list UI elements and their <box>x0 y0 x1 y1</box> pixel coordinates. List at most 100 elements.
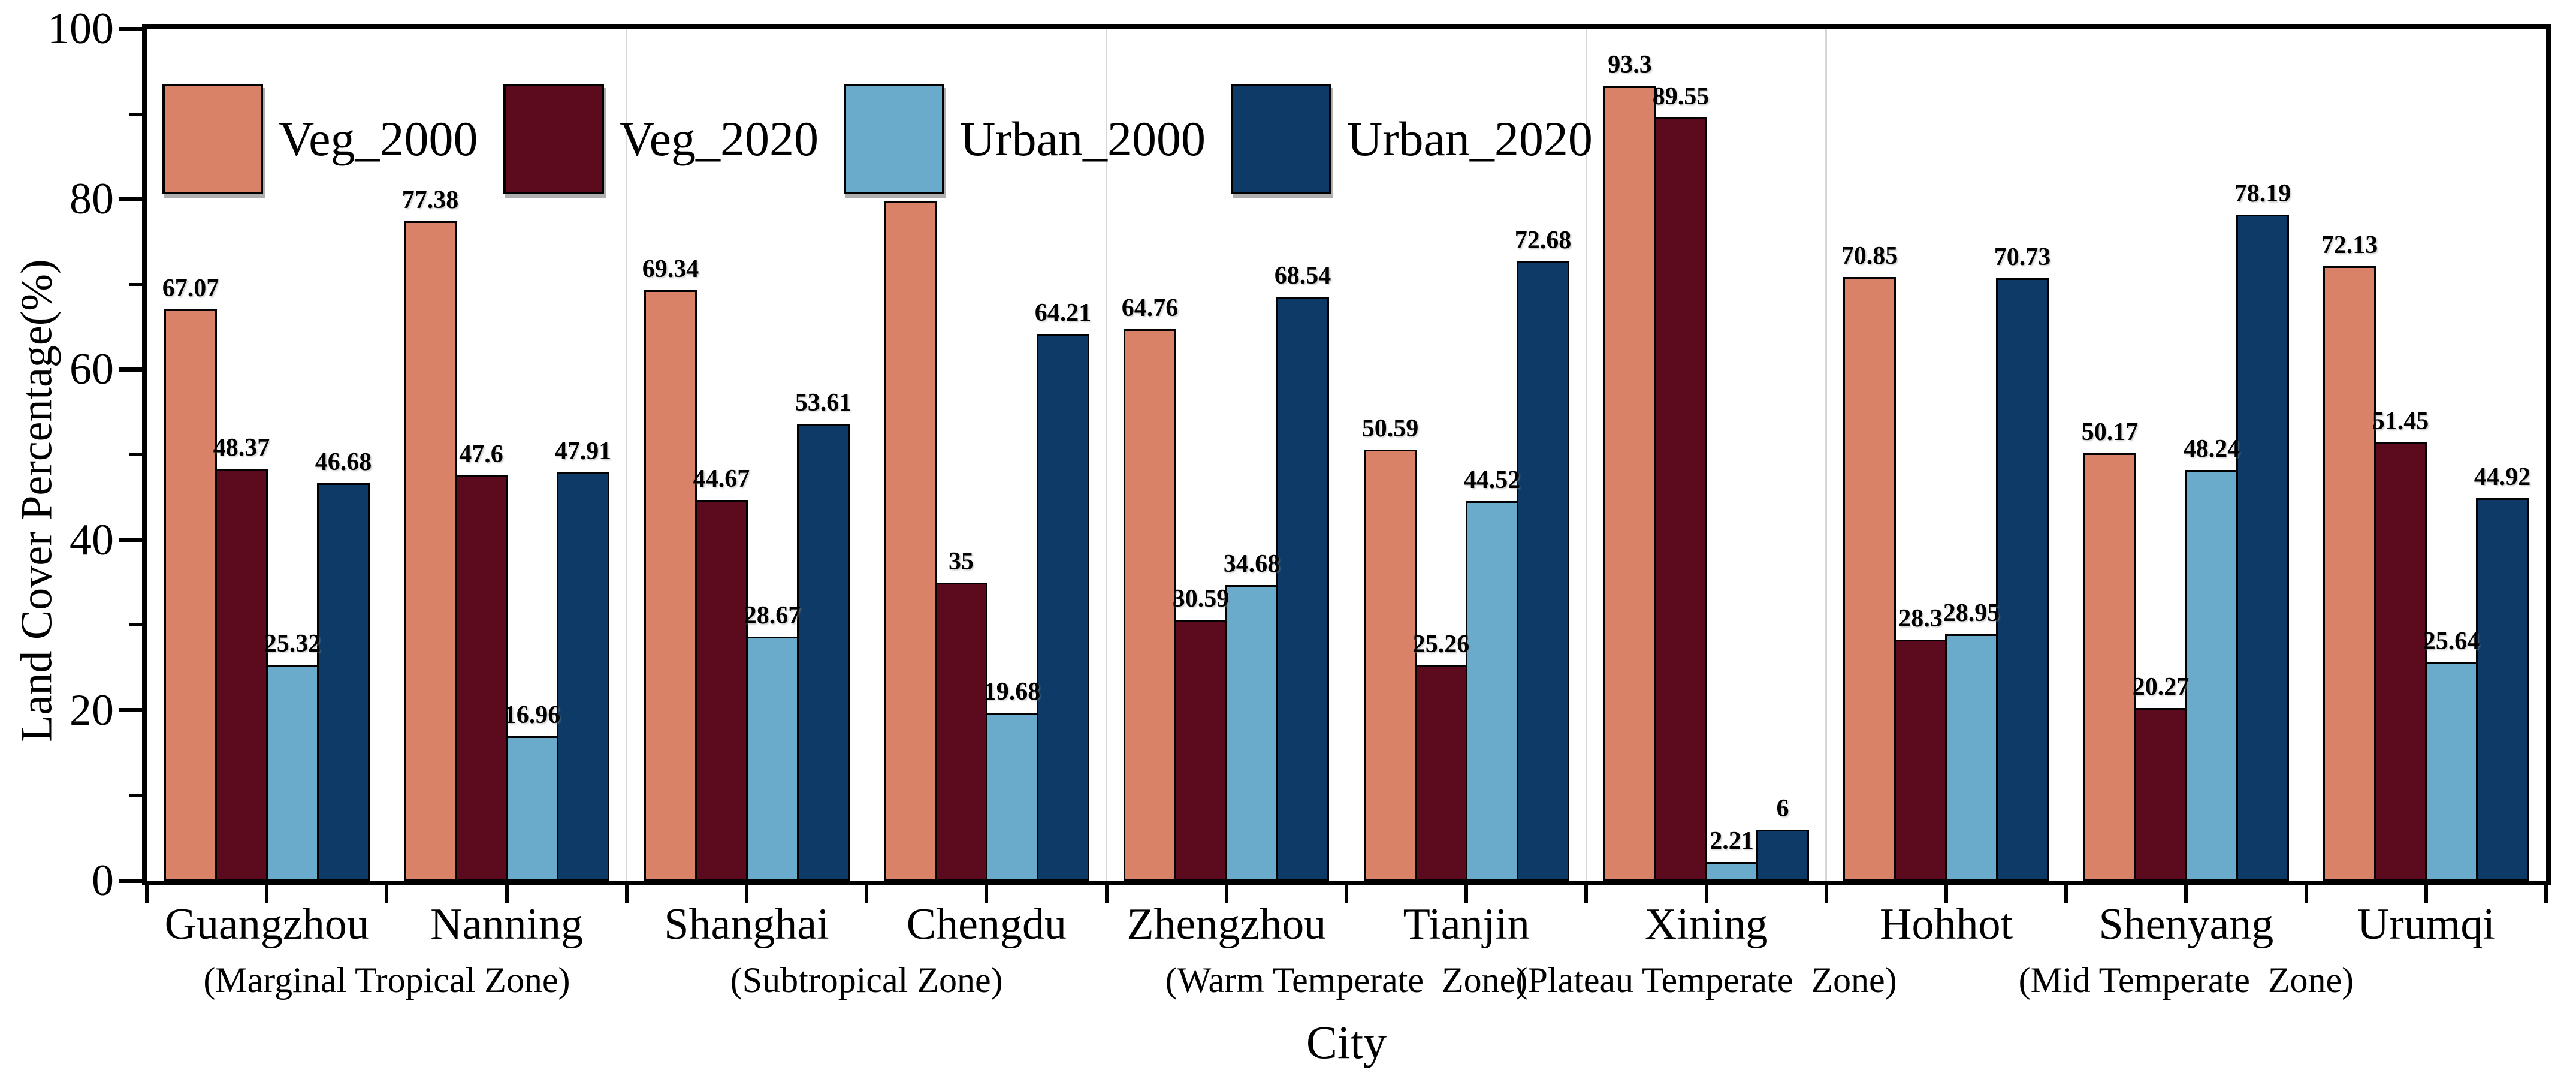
bar-urban_2020-xining <box>1756 830 1809 881</box>
bar-value-label: 70.73 <box>1994 243 2051 271</box>
y-axis-major-tick <box>119 708 142 713</box>
bar-veg_2020-chengdu <box>935 583 987 881</box>
bar-urban_2000-shanghai <box>746 637 799 881</box>
y-axis-minor-tick <box>129 282 142 286</box>
x-axis-tick <box>1704 885 1708 903</box>
bar-value-label: 34.68 <box>1223 550 1281 578</box>
bar-value-label: 30.59 <box>1172 585 1230 613</box>
bar-value-label: 70.85 <box>1841 242 1898 270</box>
bar-veg_2000-tianjin <box>1364 450 1417 881</box>
bar-veg_2000-shanghai <box>644 290 697 881</box>
x-axis-tick <box>1944 885 1948 903</box>
bar-value-label: 67.07 <box>162 275 219 302</box>
bar-veg_2000-chengdu <box>884 201 937 881</box>
bar-veg_2020-shanghai <box>695 500 748 881</box>
bar-value-label: 28.3 <box>1898 605 1943 632</box>
x-axis-category-label: Xining <box>1644 900 1768 949</box>
x-axis-tick <box>2424 885 2428 903</box>
bar-urban_2020-zhengzhou <box>1276 297 1329 881</box>
bar-value-label: 2.21 <box>1710 827 1754 855</box>
bar-urban_2020-nanning <box>557 472 609 881</box>
y-axis-tick-label: 60 <box>70 345 114 394</box>
legend-label: Urban_2020 <box>1346 111 1593 166</box>
x-axis-category-label: Shenyang <box>2098 900 2274 949</box>
bar-urban_2000-shenyang <box>2185 470 2238 881</box>
x-axis-zone-label: (Subtropical Zone) <box>730 960 1003 1000</box>
bar-urban_2000-guangzhou <box>266 665 319 881</box>
bar-value-label: 19.68 <box>983 678 1041 706</box>
legend-item-urban_2000: Urban_2000 <box>844 84 1206 194</box>
bar-value-label: 28.95 <box>1943 599 2000 627</box>
y-axis-tick-label: 40 <box>70 515 114 565</box>
x-axis-tick <box>505 885 509 903</box>
bar-veg_2020-tianjin <box>1415 665 1467 881</box>
bar-value-label: 47.91 <box>554 438 612 465</box>
zone-separator-line <box>1585 29 1587 881</box>
x-axis-category-label: Zhengzhou <box>1127 900 1327 949</box>
bar-value-label: 28.67 <box>744 602 801 629</box>
y-axis-tick-label: 100 <box>47 4 114 53</box>
bar-value-label: 68.54 <box>1274 262 1331 290</box>
x-axis-tick <box>2304 885 2308 903</box>
bar-value-label: 72.68 <box>1514 227 1572 254</box>
bar-value-label: 44.52 <box>1463 466 1521 494</box>
x-axis-tick <box>624 885 629 903</box>
y-axis-tick-label: 80 <box>70 174 114 224</box>
x-axis-category-label: Nanning <box>430 900 584 949</box>
bar-value-label: 25.32 <box>264 630 321 658</box>
bar-value-label: 16.96 <box>503 701 561 729</box>
bar-veg_2000-urumqi <box>2323 266 2376 881</box>
bar-veg_2000-zhengzhou <box>1124 329 1176 881</box>
bar-value-label: 51.45 <box>2372 408 2429 435</box>
bar-veg_2000-nanning <box>404 221 457 881</box>
x-axis-category-label: Chengdu <box>906 900 1067 949</box>
bar-urban_2000-chengdu <box>986 713 1038 881</box>
y-axis-minor-tick <box>129 112 142 116</box>
bar-urban_2020-shanghai <box>797 424 850 881</box>
bar-veg_2000-hohhot <box>1843 277 1896 881</box>
bar-value-label: 48.37 <box>213 434 270 462</box>
x-axis-zone-label: (Mid Temperate Zone) <box>2018 960 2354 1000</box>
legend-swatch-icon <box>162 84 263 194</box>
zone-separator-line <box>626 29 628 881</box>
x-axis-tick <box>1224 885 1228 903</box>
legend: Veg_2000 Veg_2020 Urban_2000 Urban_2020 <box>162 84 1593 194</box>
x-axis-category-label: Urumqi <box>2357 900 2495 949</box>
bar-urban_2020-shenyang <box>2236 215 2289 881</box>
bar-urban_2000-urumqi <box>2425 662 2478 881</box>
bar-veg_2000-shenyang <box>2083 453 2136 881</box>
y-axis-major-tick <box>119 538 142 542</box>
bar-value-label: 20.27 <box>2132 673 2190 701</box>
legend-swatch-icon <box>503 84 604 194</box>
bar-value-label: 25.64 <box>2423 628 2480 655</box>
x-axis-zone-label: (Warm Temperate Zone) <box>1165 960 1528 1000</box>
bar-urban_2020-hohhot <box>1996 278 2049 881</box>
legend-item-veg_2020: Veg_2020 <box>503 84 819 194</box>
x-axis-tick <box>1464 885 1469 903</box>
bar-veg_2020-urumqi <box>2374 442 2427 881</box>
bar-value-label: 69.34 <box>642 255 699 283</box>
x-axis-tick <box>865 885 869 903</box>
y-axis-major-tick <box>119 26 142 31</box>
x-axis-tick <box>145 885 149 903</box>
legend-item-veg_2000: Veg_2000 <box>162 84 478 194</box>
legend-swatch-icon <box>844 84 945 194</box>
bar-urban_2000-nanning <box>506 736 558 881</box>
y-axis-minor-tick <box>129 453 142 456</box>
x-axis-category-label: Hohhot <box>1880 900 2013 949</box>
legend-label: Veg_2000 <box>279 111 478 166</box>
bar-urban_2000-xining <box>1705 862 1758 881</box>
legend-label: Veg_2020 <box>619 111 819 166</box>
bar-value-label: 48.24 <box>2183 435 2240 463</box>
x-axis-zone-label: (Plateau Temperate Zone) <box>1515 960 1897 1000</box>
legend-item-urban_2020: Urban_2020 <box>1230 84 1593 194</box>
y-axis-minor-tick <box>129 794 142 797</box>
bar-value-label: 46.68 <box>315 448 372 476</box>
x-axis-category-label: Tianjin <box>1403 900 1530 949</box>
y-axis-tick-label: 0 <box>92 856 114 905</box>
x-axis-tick <box>2064 885 2068 903</box>
x-axis-tick <box>1345 885 1348 903</box>
bar-value-label: 64.21 <box>1034 299 1092 327</box>
bar-veg_2020-hohhot <box>1894 640 1947 881</box>
bar-veg_2020-zhengzhou <box>1174 620 1227 881</box>
